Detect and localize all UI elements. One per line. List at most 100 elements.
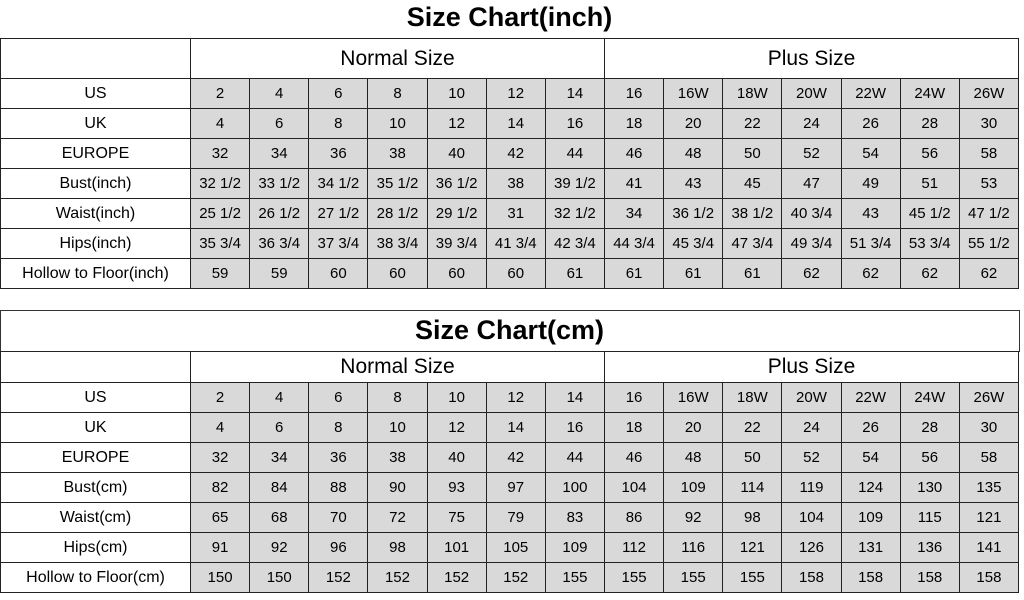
- row-label: UK: [0, 108, 191, 139]
- row-label: EUROPE: [0, 138, 191, 169]
- size-cell: 50: [722, 138, 783, 169]
- size-cell: 28: [899, 108, 960, 139]
- size-cell: 16: [603, 382, 665, 413]
- size-cell: 16W: [663, 78, 724, 109]
- size-cell: 46: [603, 442, 665, 473]
- size-cell: 26 1/2: [249, 198, 310, 229]
- size-cell: 12: [485, 382, 546, 413]
- size-cell: 26: [840, 412, 901, 443]
- size-cell: 39 3/4: [426, 228, 487, 259]
- size-cell: 51: [899, 168, 960, 199]
- size-cell: 86: [603, 502, 665, 533]
- size-cell: 37 3/4: [308, 228, 369, 259]
- size-cell: 90: [367, 472, 428, 503]
- table-row: Hollow to Floor(cm) 150 150 152 152 152 152 155…: [0, 562, 1020, 593]
- size-cell: 18: [603, 412, 665, 443]
- normal-size-header: Normal Size: [190, 351, 605, 383]
- size-cell: 18W: [722, 382, 783, 413]
- group-header-row: Normal Size Plus Size: [0, 351, 1020, 383]
- size-cell: 93: [426, 472, 487, 503]
- size-cell: 26: [840, 108, 901, 139]
- size-cell: 44 3/4: [603, 228, 665, 259]
- size-cell: 83: [544, 502, 605, 533]
- size-cell: 52: [781, 442, 842, 473]
- size-cell: 98: [367, 532, 428, 563]
- size-cell: 12: [426, 412, 487, 443]
- size-cell: 8: [308, 108, 369, 139]
- plus-size-header: Plus Size: [603, 38, 1020, 79]
- size-cell: 12: [426, 108, 487, 139]
- size-cell: 56: [899, 138, 960, 169]
- size-cell: 135: [958, 472, 1020, 503]
- size-cell: 32 1/2: [189, 168, 251, 199]
- size-cell: 109: [840, 502, 901, 533]
- size-cell: 62: [899, 258, 960, 289]
- size-cell: 22W: [840, 382, 901, 413]
- size-cell: 28 1/2: [367, 198, 428, 229]
- size-cell: 62: [840, 258, 901, 289]
- row-label: Hips(inch): [0, 228, 191, 259]
- size-cell: 52: [781, 138, 842, 169]
- size-cell: 14: [544, 382, 605, 413]
- size-cell: 152: [485, 562, 546, 593]
- size-cell: 6: [249, 412, 310, 443]
- size-cell: 24: [781, 108, 842, 139]
- size-cell: 35 1/2: [367, 168, 428, 199]
- size-cell: 45: [722, 168, 783, 199]
- size-cell: 70: [308, 502, 369, 533]
- size-cell: 104: [603, 472, 665, 503]
- size-cell: 28: [899, 412, 960, 443]
- table-row: Waist(cm) 65 68 70 72 75 79 83 86 92 98 104 109 115 12…: [0, 502, 1020, 533]
- size-cell: 8: [367, 382, 428, 413]
- size-cell: 62: [958, 258, 1020, 289]
- row-label: UK: [0, 412, 191, 443]
- size-cell: 24: [781, 412, 842, 443]
- size-cell: 30: [958, 108, 1020, 139]
- size-cell: 101: [426, 532, 487, 563]
- plus-size-header: Plus Size: [603, 351, 1020, 383]
- size-cell: 20W: [781, 382, 842, 413]
- size-cell: 38 1/2: [722, 198, 783, 229]
- size-cell: 158: [840, 562, 901, 593]
- size-cell: 16: [544, 108, 605, 139]
- size-cell: 56: [899, 442, 960, 473]
- size-cell: 22: [722, 108, 783, 139]
- size-cell: 98: [722, 502, 783, 533]
- size-cell: 115: [899, 502, 960, 533]
- table-row: Hollow to Floor(inch) 59 59 60 60 60 60 61 61 61 6…: [0, 258, 1020, 289]
- size-cell: 12: [485, 78, 546, 109]
- size-cell: 10: [367, 412, 428, 443]
- size-cell: 22W: [840, 78, 901, 109]
- size-cell: 35 3/4: [189, 228, 251, 259]
- size-cell: 36: [308, 138, 369, 169]
- size-cell: 109: [663, 472, 724, 503]
- size-cell: 112: [603, 532, 665, 563]
- row-label: Hollow to Floor(cm): [0, 562, 191, 593]
- size-cell: 36 1/2: [426, 168, 487, 199]
- size-cell: 10: [426, 382, 487, 413]
- size-cell: 43: [663, 168, 724, 199]
- size-cell: 22: [722, 412, 783, 443]
- size-cell: 24W: [899, 382, 960, 413]
- size-cell: 45 3/4: [663, 228, 724, 259]
- size-cell: 42: [485, 442, 546, 473]
- size-cell: 53: [958, 168, 1020, 199]
- size-cell: 141: [958, 532, 1020, 563]
- table-row: Waist(inch) 25 1/2 26 1/2 27 1/2 28 1/2 29 1/…: [0, 198, 1020, 229]
- size-cell: 158: [781, 562, 842, 593]
- size-cell: 10: [426, 78, 487, 109]
- size-cell: 131: [840, 532, 901, 563]
- size-cell: 60: [308, 258, 369, 289]
- size-cell: 26W: [958, 78, 1020, 109]
- size-cell: 2: [189, 382, 251, 413]
- size-cell: 8: [367, 78, 428, 109]
- group-header-row: Normal Size Plus Size: [0, 38, 1020, 79]
- size-cell: 62: [781, 258, 842, 289]
- size-cell: 34: [249, 138, 310, 169]
- size-cell: 32: [189, 138, 251, 169]
- size-cell: 40: [426, 138, 487, 169]
- size-cell: 39 1/2: [544, 168, 605, 199]
- size-cell: 155: [544, 562, 605, 593]
- size-cell: 55 1/2: [958, 228, 1020, 259]
- size-cell: 16W: [663, 382, 724, 413]
